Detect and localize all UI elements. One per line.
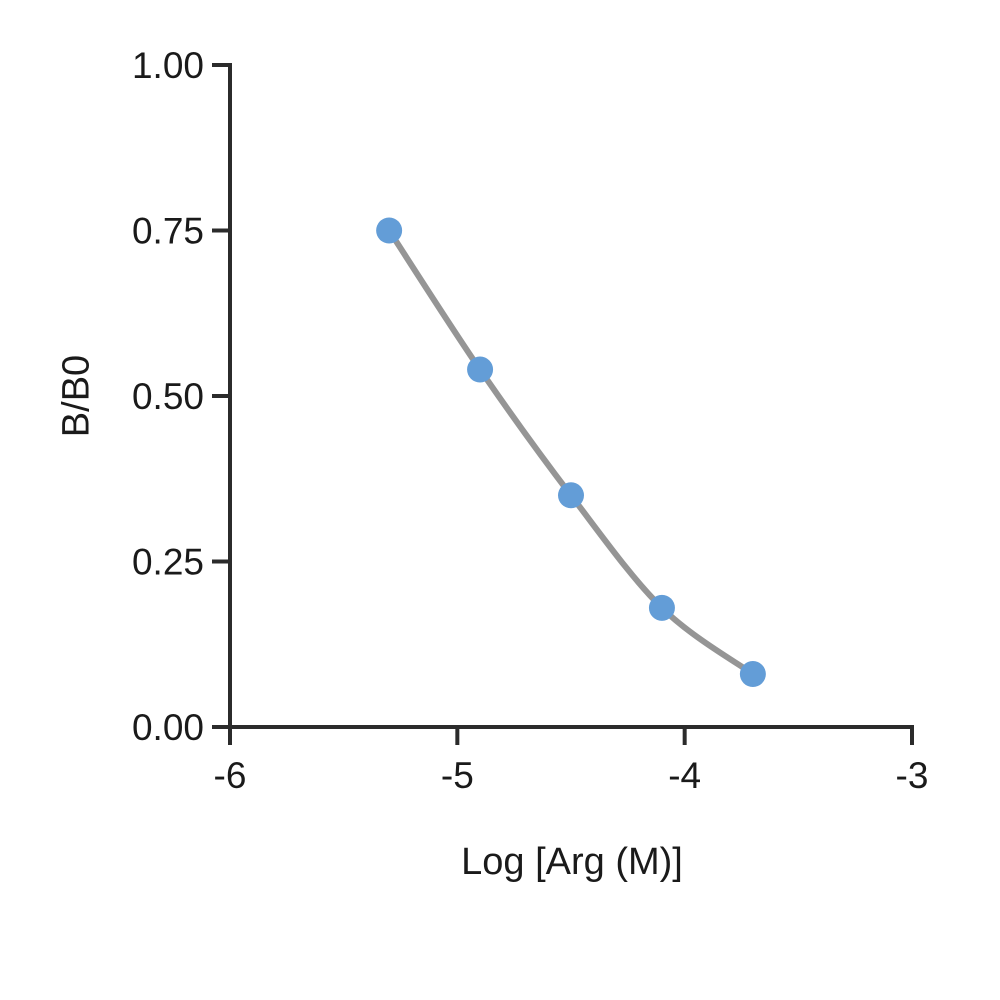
y-tick-label: 0.50	[132, 376, 204, 417]
fit-line	[386, 227, 756, 678]
x-tick-label: -4	[668, 755, 701, 796]
data-point	[739, 661, 766, 688]
x-axis-title: Log [Arg (M)]	[461, 841, 683, 883]
data-point	[558, 482, 584, 509]
y-tick-label: 1.00	[132, 45, 204, 86]
y-tick-label: 0.25	[132, 541, 204, 582]
data-point	[648, 594, 675, 621]
data-point	[467, 356, 494, 383]
y-tick-label: 0.75	[132, 210, 204, 251]
data-point	[376, 217, 403, 244]
x-tick-label: -5	[441, 755, 474, 796]
x-tick-label: -3	[896, 755, 929, 796]
y-axis-title: B/B0	[55, 354, 98, 438]
x-tick-label: -6	[214, 755, 247, 796]
y-tick-label: 0.00	[132, 707, 204, 748]
